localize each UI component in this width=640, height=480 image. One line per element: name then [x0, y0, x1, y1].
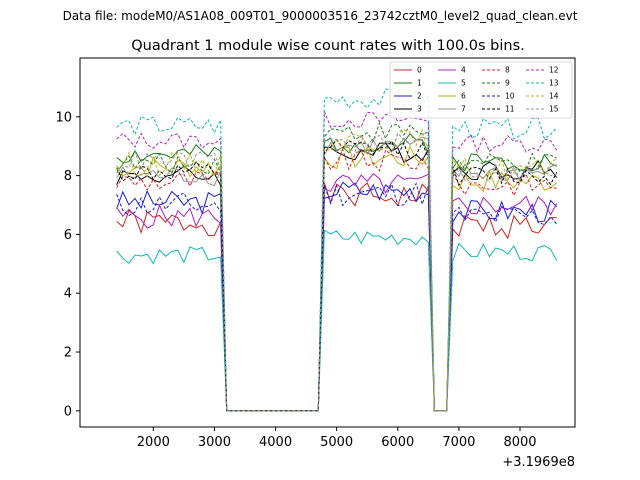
y-tick-label: 0: [64, 404, 72, 419]
plot-frame: [79, 57, 576, 428]
y-tick-label: 4: [64, 287, 72, 302]
legend-label-10: 10: [505, 92, 515, 101]
series-0-line: [116, 182, 557, 412]
x-tick-label: 8000: [503, 435, 536, 450]
legend-label-9: 9: [505, 79, 510, 88]
series-1-line: [116, 133, 557, 412]
legend-label-5: 5: [461, 79, 466, 88]
series-4-line: [116, 173, 558, 412]
y-axis: 0 2 4 6 8 10: [55, 110, 80, 419]
x-offset-label: +3.1969e8: [502, 455, 575, 470]
x-tick-label: 6000: [381, 435, 414, 450]
plot-area: [116, 88, 558, 412]
x-tick-label: 5000: [320, 435, 353, 450]
x-tick-label: 3000: [198, 435, 231, 450]
y-tick-label: 6: [64, 228, 72, 243]
legend-label-6: 6: [461, 92, 466, 101]
y-tick-label: 10: [55, 110, 72, 125]
legend-label-2: 2: [417, 92, 422, 101]
y-tick-label: 2: [64, 346, 72, 361]
series-5-line: [116, 229, 558, 412]
series-15-line: [116, 132, 557, 412]
series-14-line: [116, 128, 558, 412]
legend-label-3: 3: [417, 105, 422, 114]
legend-label-12: 12: [549, 66, 559, 75]
series-9-line: [116, 121, 557, 412]
legend-label-1: 1: [417, 79, 422, 88]
series-12-line: [116, 111, 558, 412]
legend-label-14: 14: [549, 92, 559, 101]
x-tick-label: 4000: [259, 435, 292, 450]
series-13-line: [116, 88, 558, 412]
legend-label-11: 11: [505, 105, 515, 114]
series-8-line: [116, 147, 557, 412]
chart-title: Quadrant 1 module wise count rates with …: [131, 38, 525, 54]
x-tick-label: 2000: [137, 435, 170, 450]
legend-box: [389, 61, 573, 119]
legend-label-0: 0: [417, 66, 422, 75]
series-10-line: [116, 182, 558, 412]
legend-label-4: 4: [461, 66, 466, 75]
legend-label-8: 8: [505, 66, 510, 75]
chart-suptitle: Data file: modeM0/AS1A08_009T01_90000035…: [63, 9, 578, 23]
y-tick-label: 8: [64, 169, 72, 184]
series-3-line: [116, 142, 558, 412]
x-axis: 2000 3000 4000 5000 6000 7000 8000: [137, 427, 537, 450]
legend-label-15: 15: [549, 105, 559, 114]
series-6-line: [116, 145, 558, 412]
x-tick-label: 7000: [442, 435, 475, 450]
legend-label-7: 7: [461, 105, 466, 114]
legend-label-13: 13: [549, 79, 559, 88]
series-2-line: [116, 181, 558, 412]
